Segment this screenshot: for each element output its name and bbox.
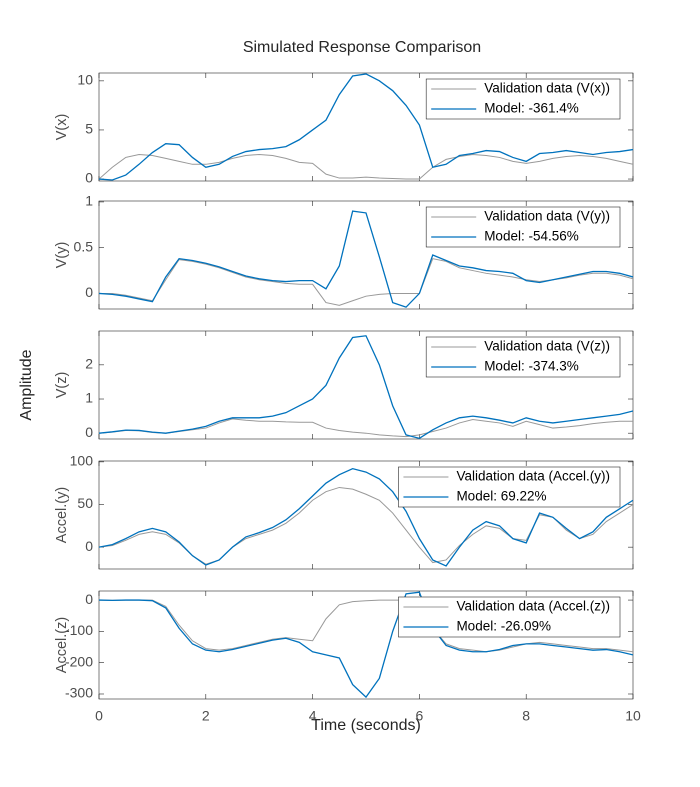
x-tick-label: 6 <box>416 708 424 724</box>
y-tick-label: -300 <box>65 685 93 701</box>
axes-box <box>98 590 634 700</box>
y-tick-label: -100 <box>65 622 93 638</box>
y-tick-label: 0 <box>85 591 93 607</box>
x-tick-label: 8 <box>522 708 530 724</box>
y-axis-label: Accel.(z) <box>54 617 70 673</box>
legend-label: Model: -26.09% <box>456 619 551 634</box>
x-tick-label: 2 <box>202 708 210 724</box>
legend: Validation data (Accel.(z)) Model: -26.09… <box>398 596 621 638</box>
series-line <box>99 210 633 308</box>
y-tick-label: 1 <box>85 390 93 406</box>
y-tick-label: 2 <box>85 356 93 372</box>
y-tick-label: -200 <box>65 653 93 669</box>
legend-box <box>425 78 621 120</box>
series-line <box>99 153 633 180</box>
y-tick-label: 1 <box>85 193 93 209</box>
axes-box <box>98 72 634 182</box>
legend-box <box>398 466 621 508</box>
legend-label: Validation data (Accel.(z)) <box>456 599 610 614</box>
y-tick-label: 0 <box>85 284 93 300</box>
legend-label: Model: -54.56% <box>484 229 579 244</box>
axes-box <box>98 200 634 310</box>
y-axis-label: V(x) <box>54 114 70 141</box>
legend: Validation data (Accel.(y)) Model: 69.22% <box>398 466 621 508</box>
legend-label: Validation data (V(y)) <box>484 209 610 224</box>
x-tick-label: 4 <box>309 708 317 724</box>
y-tick-label: 10 <box>77 72 93 88</box>
legend-label: Validation data (V(x)) <box>484 81 610 96</box>
legend-label: Validation data (Accel.(y)) <box>456 469 610 484</box>
legend: Validation data (V(x)) Model: -361.4% <box>425 78 621 120</box>
figure-title: Simulated Response Comparison <box>243 39 481 56</box>
series-line <box>99 467 633 567</box>
y-axis-label: V(z) <box>54 372 70 399</box>
y-tick-label: 0.5 <box>74 238 94 254</box>
y-axis-label: Accel.(y) <box>54 487 70 543</box>
legend-label: Validation data (V(z)) <box>484 339 610 354</box>
y-axis-label: V(y) <box>54 242 70 269</box>
series-line <box>99 73 633 181</box>
x-tick-label: 10 <box>625 708 641 724</box>
x-tick-label: 0 <box>95 708 103 724</box>
axes-box <box>98 460 634 570</box>
y-tick-label: 5 <box>85 121 93 137</box>
y-tick-label: 100 <box>70 453 94 469</box>
series-line <box>99 591 633 699</box>
legend: Validation data (V(z)) Model: -374.3% <box>425 336 621 378</box>
y-tick-label: 50 <box>77 495 93 511</box>
y-tick-label: 0 <box>85 424 93 440</box>
series-line <box>99 599 633 653</box>
legend-label: Model: -374.3% <box>484 359 579 374</box>
axes-box <box>98 330 634 440</box>
y-axis-label: Amplitude <box>18 349 35 420</box>
legend: Validation data (V(y)) Model: -54.56% <box>425 206 621 248</box>
y-tick-label: 0 <box>85 538 93 554</box>
legend-label: Model: -361.4% <box>484 101 579 116</box>
y-tick-label: 0 <box>85 170 93 186</box>
legend-box <box>425 336 621 378</box>
series-line <box>99 335 633 439</box>
x-axis-label: Time (seconds) <box>311 717 421 734</box>
legend-label: Model: 69.22% <box>456 489 546 504</box>
legend-box <box>425 206 621 248</box>
legend-box <box>398 596 621 638</box>
